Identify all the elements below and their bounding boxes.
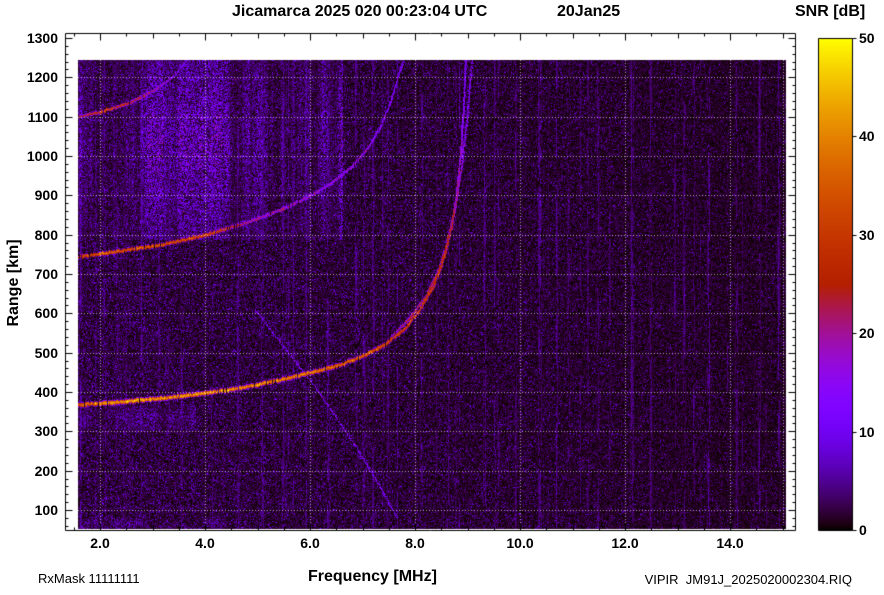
x-tick-label: 4.0 bbox=[195, 535, 215, 551]
colorbar-tick-label: 10 bbox=[859, 423, 875, 440]
colorbar-label: SNR [dB] bbox=[795, 3, 866, 20]
y-tick-label: 600 bbox=[34, 305, 58, 322]
y-tick-label: 700 bbox=[34, 266, 58, 282]
rx-mask-label: RxMask 11111111 bbox=[38, 571, 140, 586]
x-tick-label: 14.0 bbox=[716, 535, 744, 551]
file-name-label: VIPIR JM91J_2025020002304.RIQ bbox=[644, 572, 852, 587]
colorbar-tick-label: 50 bbox=[859, 30, 875, 46]
y-tick-label: 100 bbox=[34, 502, 58, 518]
x-tick-label: 10.0 bbox=[506, 535, 534, 551]
x-tick-label: 8.0 bbox=[405, 535, 425, 551]
y-tick-label: 1100 bbox=[27, 108, 58, 125]
y-tick-label: 1200 bbox=[26, 69, 58, 86]
x-axis-label: Frequency [MHz] bbox=[308, 568, 437, 585]
colorbar-tick-label: 20 bbox=[859, 325, 875, 342]
colorbar-tick-label: 30 bbox=[859, 226, 875, 243]
plot-date: 20Jan25 bbox=[557, 3, 621, 20]
y-tick-label: 200 bbox=[34, 462, 58, 479]
y-tick-label: 900 bbox=[34, 187, 58, 204]
colorbar-tick-label: 40 bbox=[859, 128, 875, 145]
colorbar-tick-label: 0 bbox=[859, 522, 867, 538]
x-tick-label: 2.0 bbox=[90, 535, 110, 551]
y-tick-label: 500 bbox=[34, 344, 58, 361]
y-tick-label: 800 bbox=[34, 226, 58, 243]
y-tick-label: 1300 bbox=[26, 30, 58, 46]
x-tick-label: 6.0 bbox=[300, 535, 320, 551]
x-tick-label: 12.0 bbox=[611, 535, 639, 551]
plot-title: Jicamarca 2025 020 00:23:04 UTC bbox=[232, 3, 488, 20]
y-tick-label: 1000 bbox=[26, 148, 58, 164]
y-tick-label: 300 bbox=[34, 423, 58, 440]
y-tick-label: 400 bbox=[34, 384, 58, 400]
